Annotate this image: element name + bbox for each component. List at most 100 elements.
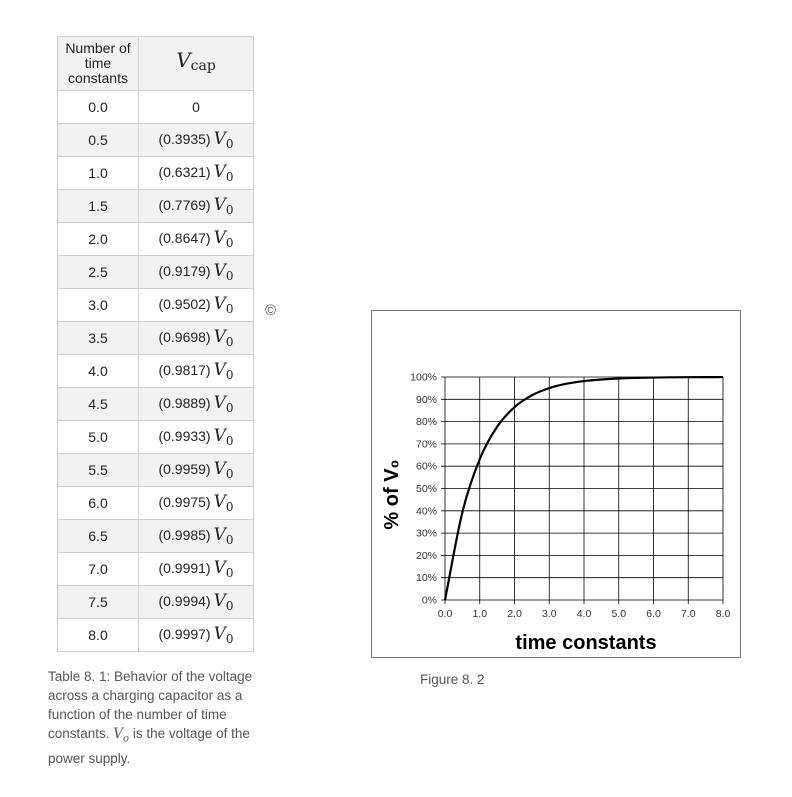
- v0-symbol: V: [213, 294, 226, 314]
- v0-subscript: 0: [225, 302, 234, 316]
- v0-subscript: 0: [225, 533, 234, 547]
- table-row: 7.0 (0.9991) V0: [57, 552, 254, 586]
- table-row: 7.5 (0.9994) V0: [57, 585, 254, 619]
- v0-subscript: 0: [225, 203, 234, 217]
- vcap-cell: (0.9179) V0: [138, 255, 254, 289]
- v0-symbol: V: [213, 426, 226, 446]
- header-vcap: Vcap: [138, 36, 254, 91]
- x-axis-label: time constants: [515, 632, 656, 654]
- v0-symbol: V: [213, 393, 226, 413]
- x-tick-label: 1.0: [472, 608, 487, 620]
- vcap-cell: (0.9985) V0: [138, 519, 254, 553]
- v0-symbol: V: [213, 558, 226, 578]
- y-axis-label: % of V₀: [381, 459, 403, 529]
- table-row: 3.0 (0.9502) V0: [57, 288, 254, 322]
- vcap-coefficient: (0.9994): [158, 593, 211, 609]
- figure-caption: Figure 8. 2: [420, 672, 485, 687]
- vcap-cell: (0.9817) V0: [138, 354, 254, 388]
- time-constant-cell: 7.0: [57, 552, 139, 586]
- vcap-symbol: V: [176, 48, 191, 72]
- v0-symbol: V: [213, 195, 226, 215]
- v0-symbol: V: [213, 228, 226, 248]
- time-constant-cell: 5.0: [57, 420, 139, 454]
- x-tick-label: 4.0: [577, 608, 592, 620]
- caption-text-1: Table 8. 1: Behavior of the voltage acro…: [48, 669, 253, 741]
- v0-symbol: V: [213, 624, 226, 644]
- v0-symbol: V: [213, 129, 226, 149]
- figure-frame: 0.0 1.0 2.0 3.0 4.0 5.0 6.0 7.0 8.0 0% 10% 20% 30% 40…: [371, 310, 741, 658]
- time-constant-cell: 2.0: [57, 222, 139, 256]
- vcap-cell: (0.9889) V0: [138, 387, 254, 421]
- time-constant-cell: 4.5: [57, 387, 139, 421]
- x-tick-label: 3.0: [542, 608, 557, 620]
- vcap-cell: (0.6321) V0: [138, 156, 254, 190]
- table-row: 1.0 (0.6321) V0: [57, 156, 254, 190]
- vcap-coefficient: (0.6321): [158, 164, 211, 180]
- charging-curve-chart: 0.0 1.0 2.0 3.0 4.0 5.0 6.0 7.0 8.0 0% 10% 20% 30% 40…: [381, 372, 731, 655]
- vcap-coefficient: (0.9179): [158, 263, 211, 279]
- v0-symbol: V: [213, 525, 226, 545]
- v0-symbol: V: [213, 162, 226, 182]
- vcap-coefficient: (0.8647): [158, 230, 211, 246]
- x-tick-label: 8.0: [716, 608, 731, 620]
- table-row: 1.5 (0.7769) V0: [57, 189, 254, 223]
- vcap-coefficient: (0.9889): [158, 395, 211, 411]
- y-tick-label: 50%: [416, 483, 437, 495]
- table-row: 5.0 (0.9933) V0: [57, 420, 254, 454]
- x-tick-label: 6.0: [646, 608, 661, 620]
- time-constant-cell: 2.5: [57, 255, 139, 289]
- y-tick-label: 10%: [416, 572, 437, 584]
- vcap-cell: (0.7769) V0: [138, 189, 254, 223]
- vcap-coefficient: (0.3935): [158, 131, 211, 147]
- time-constant-cell: 0.5: [57, 123, 139, 157]
- v0-subscript: 0: [225, 500, 234, 514]
- y-tick-label: 60%: [416, 461, 437, 473]
- v0-subscript: 0: [225, 368, 234, 382]
- time-constant-cell: 8.0: [57, 618, 139, 652]
- copyright-symbol: ©: [265, 302, 277, 319]
- v0-symbol: V: [213, 459, 226, 479]
- table-row: 5.5 (0.9959) V0: [57, 453, 254, 487]
- v0-subscript: 0: [225, 137, 234, 151]
- y-tick-label: 40%: [416, 505, 437, 517]
- time-constant-table: Number of time constants Vcap 0.0 0 0.5 (0.…: [57, 36, 254, 652]
- vcap-coefficient: (0.9985): [158, 527, 211, 543]
- v0-subscript: 0: [225, 170, 234, 184]
- table-row: 2.5 (0.9179) V0: [57, 255, 254, 289]
- vcap-cell: (0.9997) V0: [138, 618, 254, 652]
- vcap-cell: (0.8647) V0: [138, 222, 254, 256]
- v0-symbol: V: [213, 360, 226, 380]
- vcap-cell: (0.9698) V0: [138, 321, 254, 355]
- v0-subscript: 0: [225, 434, 234, 448]
- vcap-cell: (0.9975) V0: [138, 486, 254, 520]
- v0-subscript: 0: [225, 599, 234, 613]
- table-row: 8.0 (0.9997) V0: [57, 618, 254, 652]
- table-row: 0.0 0: [57, 90, 254, 124]
- y-tick-label: 100%: [410, 372, 437, 384]
- v0-symbol: V: [213, 492, 226, 512]
- x-tick-label: 0.0: [438, 608, 453, 620]
- time-constant-cell: 6.0: [57, 486, 139, 520]
- vcap-subscript: cap: [190, 58, 216, 74]
- vcap-coefficient: (0.9933): [158, 428, 211, 444]
- v0-subscript: 0: [225, 269, 234, 283]
- table-row: 3.5 (0.9698) V0: [57, 321, 254, 355]
- table-row: 2.0 (0.8647) V0: [57, 222, 254, 256]
- vcap-cell: (0.9994) V0: [138, 585, 254, 619]
- header-time-constants: Number of time constants: [57, 36, 139, 91]
- vcap-cell: 0: [138, 90, 254, 124]
- caption-symbol: V: [113, 726, 124, 742]
- vcap-cell: (0.9933) V0: [138, 420, 254, 454]
- v0-subscript: 0: [225, 236, 234, 250]
- vcap-coefficient: (0.7769): [158, 197, 211, 213]
- vcap-cell: (0.9991) V0: [138, 552, 254, 586]
- caption-subscript: o: [123, 733, 130, 745]
- vcap-coefficient: (0.9817): [158, 362, 211, 378]
- vcap-coefficient: (0.9698): [158, 329, 211, 345]
- v0-subscript: 0: [225, 467, 234, 481]
- y-tick-label: 80%: [416, 416, 437, 428]
- table-row: 6.0 (0.9975) V0: [57, 486, 254, 520]
- time-constant-cell: 7.5: [57, 585, 139, 619]
- charging-curve-line: [443, 375, 724, 601]
- vcap-coefficient: (0.9997): [158, 626, 211, 642]
